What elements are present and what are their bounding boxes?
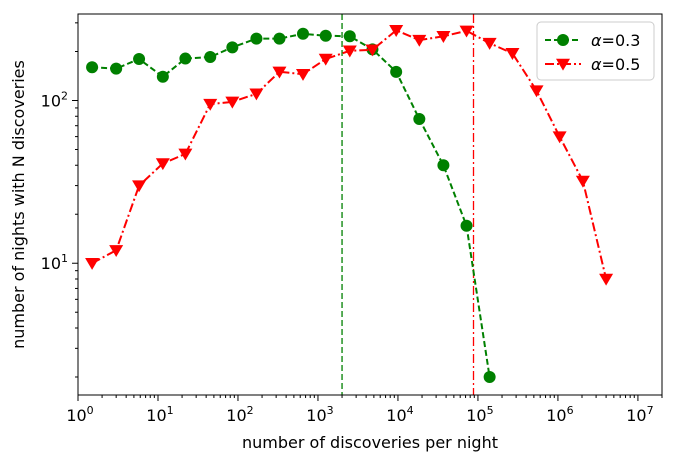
y-tick-label: 102	[41, 89, 68, 110]
legend-marker	[556, 58, 570, 71]
data-point	[225, 96, 240, 109]
plot-area-frame	[77, 13, 663, 396]
legend-item: α=0.5	[545, 55, 640, 74]
data-point	[204, 51, 217, 64]
x-tick-label: 100	[66, 404, 93, 425]
data-point	[132, 180, 147, 193]
x-axis-label: number of discoveries per night	[242, 433, 498, 452]
y-axis-label: number of nights with N discoveries	[9, 60, 28, 349]
data-point	[272, 66, 287, 79]
series-layer	[85, 25, 614, 383]
data-point	[133, 52, 146, 65]
series-line	[91, 29, 608, 280]
data-point	[109, 245, 124, 257]
x-tick-label: 104	[386, 404, 413, 425]
data-point	[156, 70, 169, 83]
data-point	[249, 88, 264, 101]
data-point	[505, 48, 520, 60]
data-point	[552, 131, 567, 144]
reference-lines	[341, 14, 475, 395]
data-point	[203, 98, 218, 111]
data-point	[437, 159, 450, 172]
data-point	[389, 25, 404, 37]
data-point	[599, 273, 614, 286]
x-tick-label: 107	[626, 404, 653, 425]
data-point	[319, 29, 332, 42]
x-tick-label: 105	[466, 404, 493, 425]
data-point	[86, 61, 99, 74]
tick-labels: 100 101 102 103 104 105 106 107 101 102	[41, 89, 654, 425]
data-point	[390, 65, 403, 78]
data-point	[436, 31, 451, 43]
data-point	[155, 158, 170, 171]
data-point	[459, 25, 474, 38]
data-point	[85, 257, 100, 270]
data-point	[179, 52, 192, 65]
x-tick-label: 103	[306, 404, 333, 425]
series-2	[85, 25, 614, 286]
data-point	[343, 30, 356, 43]
x-tick-label: 106	[546, 404, 573, 425]
data-point	[412, 34, 427, 47]
legend-label: α=0.5	[591, 55, 640, 74]
data-point	[413, 112, 426, 125]
legend: α=0.3 α=0.5	[536, 21, 655, 81]
data-point	[178, 148, 193, 161]
data-point	[482, 37, 497, 50]
x-tick-label: 101	[146, 404, 173, 425]
data-point	[296, 68, 311, 81]
legend-marker	[557, 34, 569, 46]
data-point	[297, 27, 310, 40]
legend-item: α=0.3	[545, 31, 640, 50]
data-point	[342, 45, 357, 58]
data-point	[460, 219, 473, 232]
series-1	[86, 27, 496, 383]
series-line	[92, 32, 491, 378]
data-point	[250, 32, 263, 45]
data-point	[226, 41, 239, 54]
x-tick-label: 102	[226, 404, 253, 425]
data-point	[318, 53, 333, 66]
legend-label: α=0.3	[591, 31, 640, 50]
data-point	[529, 85, 544, 98]
data-point	[273, 32, 286, 45]
data-point	[575, 175, 590, 188]
data-point	[110, 62, 123, 75]
data-point	[483, 370, 496, 383]
data-point	[365, 44, 380, 57]
y-tick-label: 101	[41, 252, 68, 273]
